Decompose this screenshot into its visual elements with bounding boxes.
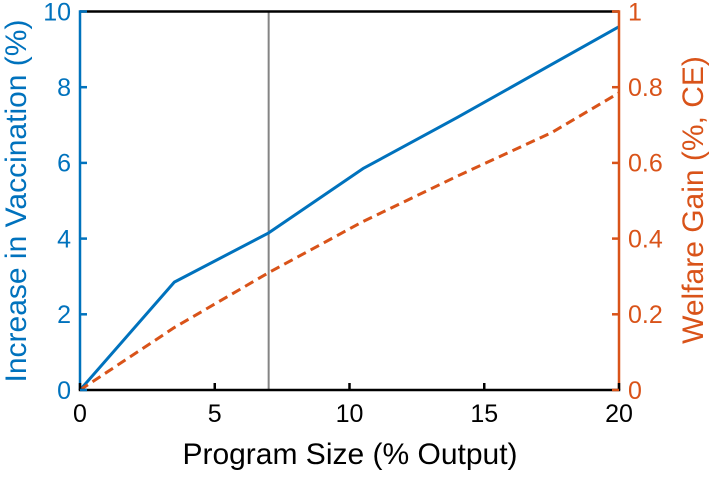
- x-axis-title: Program Size (% Output): [182, 438, 518, 471]
- left-y-tick-label: 10: [43, 0, 71, 26]
- left-y-tick-label: 4: [57, 225, 71, 253]
- right-y-tick-label: 0.6: [628, 150, 663, 178]
- right-y-tick-label: 0.2: [628, 301, 663, 329]
- left-y-tick-label: 6: [57, 150, 71, 178]
- left-y-axis-ticks: 0 2 4 6 8 10: [43, 0, 87, 405]
- x-tick-label: 10: [336, 400, 364, 428]
- x-tick-label: 20: [605, 400, 633, 428]
- axes-box: [78, 10, 621, 392]
- left-y-tick-label: 2: [57, 301, 71, 329]
- welfare-line: [79, 91, 620, 392]
- x-axis-ticks: 0 5 10 15 20: [73, 383, 633, 428]
- left-y-tick-label: 0: [57, 377, 71, 405]
- x-tick-label: 15: [470, 400, 498, 428]
- right-y-tick-label: 0.4: [628, 225, 663, 253]
- vaccination-line: [78, 25, 620, 391]
- x-tick-label: 5: [208, 400, 222, 428]
- x-tick-label: 0: [73, 400, 87, 428]
- left-y-tick-label: 8: [57, 74, 71, 102]
- right-y-tick-label: 0: [628, 377, 642, 405]
- right-y-axis-ticks: 0 0.2 0.4 0.6 0.8 1: [612, 0, 663, 405]
- right-y-tick-label: 1: [628, 0, 642, 26]
- right-y-tick-label: 0.8: [628, 74, 663, 102]
